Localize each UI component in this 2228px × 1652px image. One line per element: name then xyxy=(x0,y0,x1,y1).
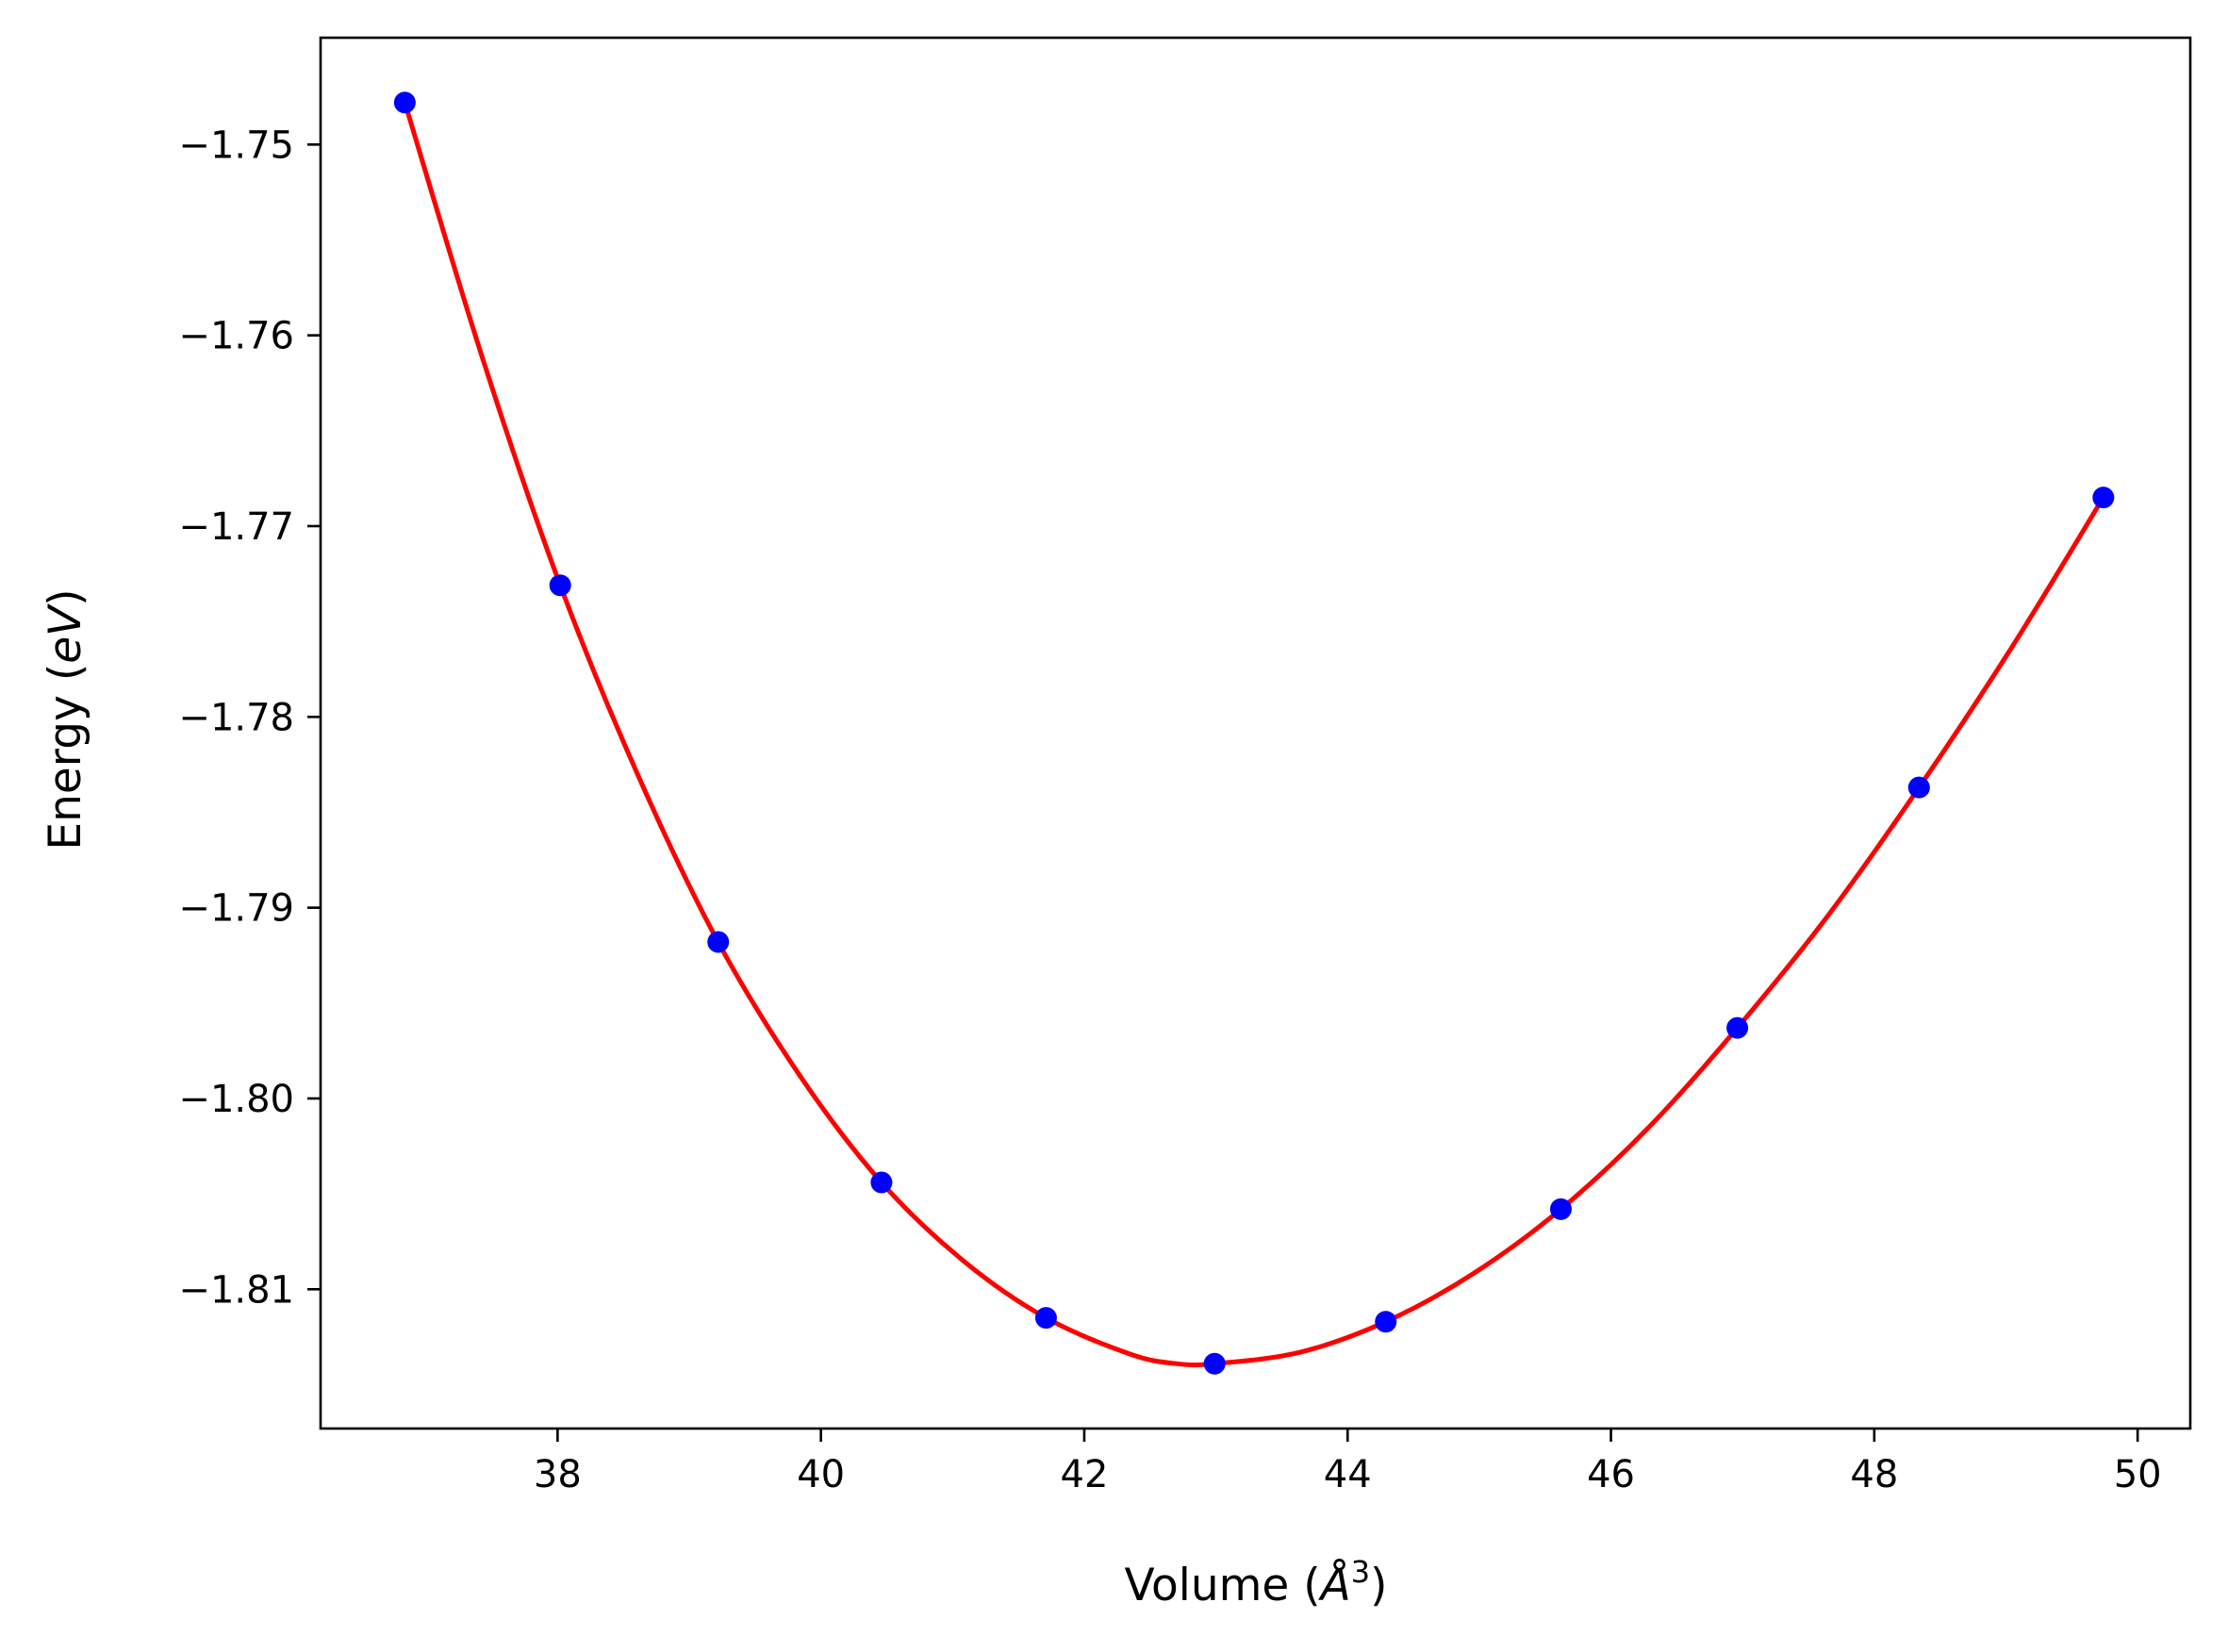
data-point xyxy=(393,91,416,114)
x-tick-label: 42 xyxy=(1061,1453,1109,1496)
y-axis-label-prefix: Energy ( xyxy=(40,664,91,851)
data-point xyxy=(1203,1352,1226,1375)
y-tick-label: −1.77 xyxy=(178,505,294,549)
x-axis-label-prefix: Volume ( xyxy=(1125,1560,1321,1611)
plot-frame xyxy=(319,36,2192,1430)
x-axis-label: Volume (Å3) xyxy=(1125,1554,1388,1611)
y-tick-label: −1.80 xyxy=(178,1078,294,1121)
x-tick-label: 50 xyxy=(2114,1453,2162,1496)
x-tick-label: 48 xyxy=(1850,1453,1898,1496)
y-axis-label-suffix: ) xyxy=(40,588,91,605)
x-tick-label: 44 xyxy=(1324,1453,1372,1496)
x-tick-label: 40 xyxy=(797,1453,845,1496)
x-axis-label-superscript: 3 xyxy=(1351,1554,1370,1590)
data-point xyxy=(1907,776,1930,799)
data-point xyxy=(1549,1198,1572,1220)
data-point xyxy=(870,1171,893,1194)
y-axis-label: Energy (eV) xyxy=(40,588,91,850)
y-tick-label: −1.76 xyxy=(178,315,294,358)
data-point xyxy=(1726,1016,1749,1039)
y-tick-label: −1.78 xyxy=(178,696,294,739)
data-point xyxy=(1375,1311,1397,1333)
x-tick-label: 38 xyxy=(534,1453,582,1496)
ticks: 38 40 42 44 46 48 50 −1.75 −1.76 −1.77 −1.78 −1.79 −… xyxy=(178,124,2161,1496)
y-axis-label-symbol: eV xyxy=(40,603,91,664)
x-axis-label-symbol: Å xyxy=(1318,1560,1351,1611)
x-tick-label: 46 xyxy=(1587,1453,1635,1496)
data-point xyxy=(1034,1307,1057,1330)
y-tick-label: −1.79 xyxy=(178,887,294,931)
y-tick-label: −1.75 xyxy=(178,124,294,167)
data-point xyxy=(707,931,730,953)
plot-area xyxy=(393,91,2115,1375)
x-axis-label-suffix: ) xyxy=(1370,1560,1387,1611)
data-point xyxy=(549,574,571,597)
y-tick-label: −1.81 xyxy=(178,1268,294,1312)
data-point xyxy=(2092,487,2115,509)
fit-curve xyxy=(403,102,2105,1368)
